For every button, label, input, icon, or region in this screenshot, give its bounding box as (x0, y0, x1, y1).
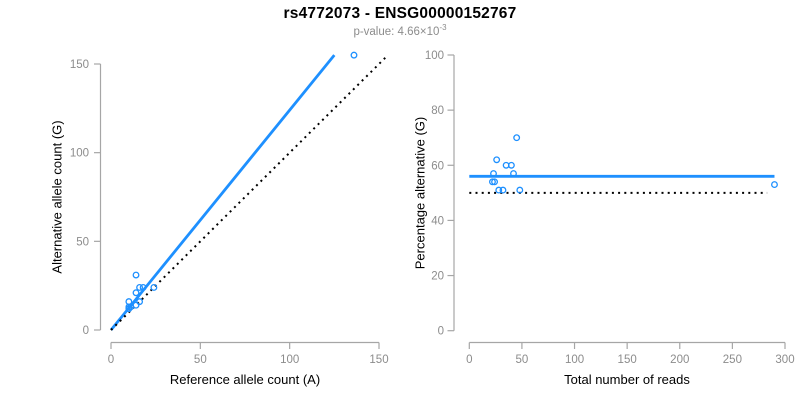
data-point (491, 178, 499, 186)
data-point (125, 305, 133, 313)
x-tick-label: 200 (670, 354, 689, 366)
data-point (513, 134, 521, 142)
x-tick-label: 100 (565, 354, 584, 366)
y-tick-label: 150 (70, 59, 89, 71)
data-point (136, 283, 144, 291)
data-point (493, 156, 501, 164)
y-tick-label: 0 (438, 326, 444, 338)
pvalue-text: p-value: 4.66×10 (353, 26, 440, 38)
x-tick-label: 50 (194, 354, 207, 366)
data-point (495, 186, 503, 194)
x-tick-label: 100 (280, 354, 299, 366)
data-point (139, 283, 147, 291)
y-tick-label: 50 (76, 236, 89, 248)
x-tick-label: 0 (108, 354, 114, 366)
identity-line (110, 54, 389, 331)
figure-title: rs4772073 - ENSG00000152767 (283, 5, 517, 22)
y-tick-label: 0 (83, 325, 89, 337)
data-point (132, 271, 140, 279)
data-point (150, 283, 158, 291)
y-tick-label: 20 (431, 271, 444, 283)
x-tick-label: 250 (723, 354, 742, 366)
y-tick-label: 100 (70, 148, 89, 160)
data-point (771, 181, 778, 189)
x-tick-label: 150 (369, 354, 388, 366)
data-point (499, 186, 507, 194)
data-point (490, 170, 497, 178)
y-tick-label: 80 (431, 105, 444, 117)
x-tick-label: 150 (618, 354, 637, 366)
x-tick-label: 300 (775, 354, 794, 366)
left-panel: 0 50 100 150 0 50 100 150 (70, 51, 389, 366)
data-point (507, 161, 515, 169)
left-yaxis-title: Alternative allele count (G) (49, 120, 65, 274)
left-xaxis-title: Reference allele count (A) (169, 372, 321, 387)
y-tick-label: 60 (431, 160, 444, 172)
x-tick-label: 50 (516, 354, 529, 366)
data-point (132, 289, 140, 297)
right-xaxis-title: Total number of reads (564, 372, 690, 387)
data-point (136, 298, 144, 306)
right-yaxis-title: Percentage alternative (G) (412, 116, 428, 270)
y-tick-label: 100 (425, 50, 444, 62)
data-point (510, 170, 517, 178)
figure-subtitle: p-value: 4.66×10-3 (0, 23, 800, 38)
data-point (350, 51, 358, 59)
x-tick-label: 0 (466, 354, 472, 366)
data-point (489, 178, 496, 186)
pvalue-exponent: -3 (439, 23, 447, 33)
fit-line (109, 54, 336, 331)
y-tick-label: 40 (431, 215, 444, 227)
right-panel: 0 50 100 150 200 250 300 0 20 40 60 80 100 (425, 50, 795, 366)
data-point (516, 186, 524, 194)
